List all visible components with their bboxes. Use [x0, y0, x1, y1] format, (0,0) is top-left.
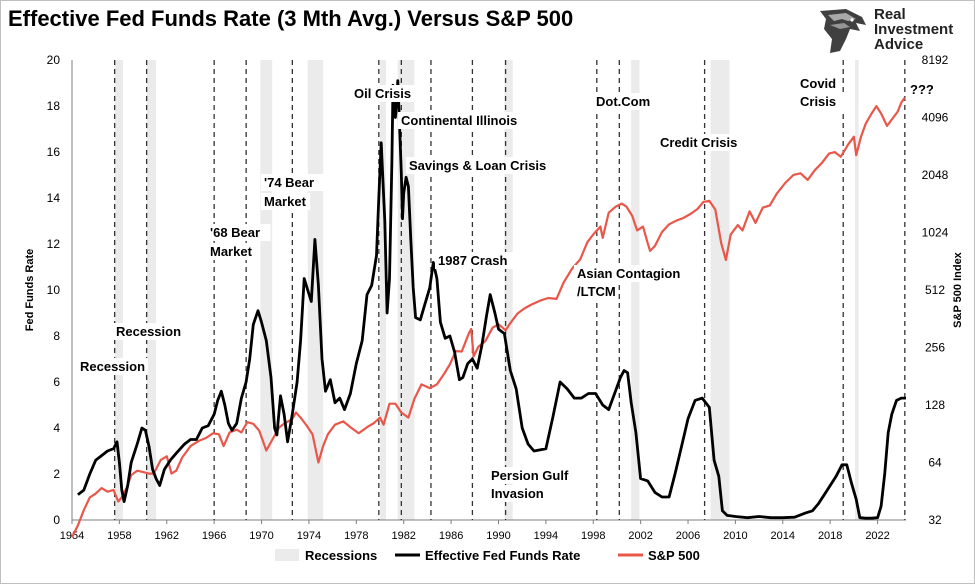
brand-logo: Real Investment Advice — [816, 5, 966, 57]
annotation-label-bg — [797, 93, 847, 110]
annotation-label: Savings & Loan Crisis — [409, 158, 546, 173]
y-left-tick-label: 16 — [47, 145, 61, 159]
y-right-tick-label: 4096 — [922, 111, 949, 125]
y-left-tick-label: 12 — [47, 237, 61, 251]
x-tick-label: 2014 — [771, 530, 795, 542]
y-left-tick-label: 20 — [47, 53, 61, 67]
annotation-label-bg — [488, 467, 581, 484]
annotation-label: Invasion — [491, 486, 544, 501]
legend-swatch-recessions — [275, 549, 299, 561]
y-right-axis-title: S&P 500 Index — [952, 251, 964, 327]
x-tick-label: 1994 — [534, 530, 558, 542]
annotation-label: Asian Contagion — [577, 266, 680, 281]
x-tick-label: 2022 — [865, 530, 889, 542]
x-tick-label: 2006 — [676, 530, 700, 542]
y-right-tick-label: 8192 — [922, 53, 949, 67]
brand-name: Real Investment Advice — [874, 7, 953, 52]
legend-label-sp500: S&P 500 — [648, 548, 700, 563]
y-left-tick-label: 10 — [47, 283, 61, 297]
y-left-tick-label: 4 — [53, 421, 60, 435]
brand-line-2: Investment — [874, 21, 954, 38]
brand-line-3: Advice — [874, 36, 924, 53]
annotation-label-bg — [657, 134, 757, 151]
annotation-label-bg — [113, 323, 184, 340]
x-tick-label: 1982 — [391, 530, 415, 542]
annotation-label: ??? — [910, 82, 934, 97]
annotation-label: '68 Bear — [210, 225, 260, 240]
brand-line-1: Real — [874, 6, 906, 23]
x-tick-label: 1978 — [344, 530, 368, 542]
annotation-label: /LTCM — [577, 284, 616, 299]
recession-band — [380, 60, 386, 520]
legend-label-recessions: Recessions — [305, 548, 377, 563]
y-right-tick-label: 128 — [925, 398, 945, 412]
annotation-label: Covid — [800, 76, 836, 91]
recession-band — [504, 60, 513, 520]
annotation-label: Recession — [116, 324, 181, 339]
recession-band — [855, 60, 859, 520]
recession-band — [146, 60, 157, 520]
fed-funds-series-line — [77, 79, 906, 520]
y-right-tick-label: 256 — [925, 341, 945, 355]
y-left-tick-label: 8 — [53, 329, 60, 343]
x-tick-label: 2010 — [723, 530, 747, 542]
annotation-label-bg — [593, 93, 650, 110]
y-left-axis-title: Fed Funds Rate — [24, 249, 36, 332]
recession-band — [631, 60, 640, 520]
legend-label-fed-funds: Effective Fed Funds Rate — [425, 548, 580, 563]
annotation-label: Crisis — [800, 94, 836, 109]
annotation-label: Persion Gulf — [491, 468, 569, 483]
x-tick-label: 1990 — [486, 530, 510, 542]
x-tick-label: 2002 — [628, 530, 652, 542]
y-right-tick-label: 1024 — [922, 226, 949, 240]
annotation-label-bg — [574, 283, 616, 300]
annotation-label-bg — [77, 358, 148, 375]
annotation-label: Continental Illinois — [401, 113, 517, 128]
y-left-tick-label: 6 — [53, 375, 60, 389]
eagle-head-icon — [820, 9, 866, 53]
annotation-label: Market — [264, 194, 307, 209]
x-tick-label: 1986 — [439, 530, 463, 542]
annotation-label: Dot.Com — [596, 94, 650, 109]
y-right-tick-label: 2048 — [922, 168, 949, 182]
x-tick-label: 1958 — [107, 530, 131, 542]
annotation-label-bg — [351, 85, 429, 102]
y-right-tick-label: 32 — [928, 513, 942, 527]
recession-band — [114, 60, 123, 520]
x-tick-label: 1970 — [249, 530, 273, 542]
y-right-tick-label: 512 — [925, 283, 945, 297]
annotation-label-bg — [488, 485, 552, 502]
annotation-label: Market — [210, 244, 253, 259]
annotation-label-bg — [797, 75, 839, 92]
annotation-label-bg — [261, 174, 325, 191]
annotation-label: Credit Crisis — [660, 135, 737, 150]
x-tick-label: 1962 — [155, 530, 179, 542]
recession-band — [260, 60, 273, 520]
y-left-tick-label: 14 — [47, 191, 61, 205]
annotation-label: '74 Bear — [264, 175, 314, 190]
annotation-label-bg — [207, 224, 271, 241]
annotation-label-bg — [907, 81, 935, 98]
x-tick-label: 1998 — [581, 530, 605, 542]
annotation-label-bg — [435, 252, 513, 269]
annotation-label: 1987 Crash — [438, 253, 507, 268]
annotation-label-bg — [261, 193, 311, 210]
y-left-tick-label: 0 — [53, 513, 60, 527]
x-tick-label: 1974 — [297, 530, 321, 542]
annotation-label: Recession — [80, 359, 145, 374]
x-tick-label: 2018 — [818, 530, 842, 542]
chart-title: Effective Fed Funds Rate (3 Mth Avg.) Ve… — [8, 6, 574, 31]
y-right-tick-label: 64 — [928, 456, 942, 470]
y-left-tick-label: 2 — [53, 467, 60, 481]
annotation-label-bg — [398, 112, 548, 129]
y-left-tick-label: 18 — [47, 99, 61, 113]
annotation-label-bg — [406, 157, 564, 174]
annotation-label-bg — [207, 243, 257, 260]
x-tick-label: 1966 — [202, 530, 226, 542]
annotation-label: Oil Crisis — [354, 86, 411, 101]
annotation-label-bg — [574, 265, 688, 282]
recession-band — [710, 60, 730, 520]
